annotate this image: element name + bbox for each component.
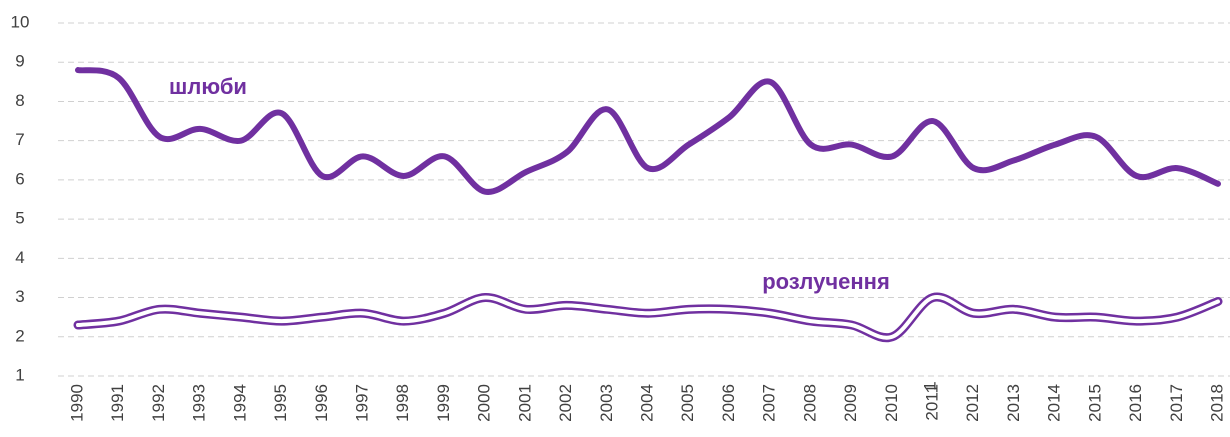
x-tick-label: 2014: [1045, 384, 1064, 422]
y-tick-label: 10: [11, 12, 30, 31]
y-tick-label: 4: [15, 248, 24, 267]
y-tick-label: 9: [15, 52, 24, 71]
x-tick-label: 2009: [841, 384, 860, 422]
x-tick-label: 1990: [67, 384, 86, 422]
x-tick-label: 1994: [230, 384, 249, 422]
x-tick-label: 1991: [108, 384, 127, 422]
x-tick-label: 1998: [393, 384, 412, 422]
x-tick-label: 2011: [922, 384, 941, 421]
x-tick-label: 1995: [271, 384, 290, 422]
x-tick-label: 2003: [597, 384, 616, 422]
x-tick-label: 2018: [1207, 384, 1226, 422]
series-label: шлюби: [169, 74, 247, 99]
x-tick-label: 1993: [190, 384, 209, 422]
x-tick-label: 2017: [1167, 384, 1186, 422]
x-tick-label: 1996: [312, 384, 331, 422]
series-label: розлучення: [762, 269, 890, 294]
x-tick-label: 2005: [678, 384, 697, 422]
x-tick-label: 1992: [149, 384, 168, 422]
x-tick-label: 2010: [882, 384, 901, 422]
x-tick-label: 2007: [760, 384, 779, 422]
y-tick-label: 3: [15, 287, 24, 306]
x-tick-label: 1999: [434, 384, 453, 422]
x-tick-label: 2008: [800, 384, 819, 422]
x-tick-label: 2006: [719, 384, 738, 422]
y-tick-label: 5: [15, 209, 24, 228]
x-tick-label: 2015: [1085, 384, 1104, 422]
y-tick-label: 2: [15, 326, 24, 345]
y-tick-label: 7: [15, 130, 24, 149]
x-tick-label: 2016: [1126, 384, 1145, 422]
x-tick-label: 2013: [1004, 384, 1023, 422]
series-line-inner: [76, 295, 1220, 340]
x-tick-label: 2012: [963, 384, 982, 422]
series-line: [75, 67, 1221, 195]
x-tick-label: 1997: [352, 384, 371, 422]
x-tick-label: 2000: [475, 384, 494, 422]
x-tick-label: 2002: [556, 384, 575, 422]
x-tick-label: 2004: [637, 384, 656, 422]
annotation: 1: [920, 381, 939, 390]
x-tick-label: 2001: [515, 384, 534, 422]
y-tick-label: 8: [15, 91, 24, 110]
y-tick-label: 1: [15, 365, 24, 384]
y-tick-label: 6: [15, 169, 24, 188]
